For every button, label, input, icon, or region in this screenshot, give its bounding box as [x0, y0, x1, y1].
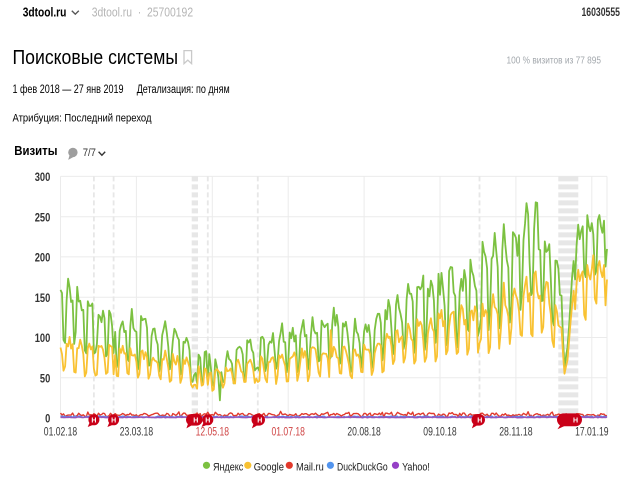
- svg-text:Н: Н: [573, 418, 578, 425]
- svg-text:250: 250: [35, 212, 51, 224]
- svg-text:Yahoo!: Yahoo!: [402, 461, 430, 473]
- svg-text:Google: Google: [254, 461, 284, 473]
- svg-text:Н: Н: [91, 418, 96, 425]
- svg-text:01.07.18: 01.07.18: [272, 424, 306, 438]
- svg-text:09.10.18: 09.10.18: [423, 424, 457, 438]
- svg-text:Яндекс: Яндекс: [213, 461, 244, 473]
- svg-text:3dtool.ru · 25700192: 3dtool.ru · 25700192: [92, 6, 193, 20]
- svg-text:23.03.18: 23.03.18: [120, 424, 154, 438]
- svg-text:200: 200: [35, 253, 51, 265]
- svg-text:0: 0: [45, 414, 50, 426]
- svg-text:3dtool.ru: 3dtool.ru: [23, 6, 67, 20]
- svg-text:100: 100: [35, 333, 51, 345]
- svg-text:01.02.18: 01.02.18: [44, 424, 78, 438]
- svg-text:50: 50: [40, 373, 50, 385]
- svg-text:Атрибуция: Последний переход: Атрибуция: Последний переход: [13, 112, 152, 124]
- svg-text:Поисковые системы: Поисковые системы: [13, 46, 179, 69]
- svg-text:Mail.ru: Mail.ru: [296, 461, 324, 473]
- svg-text:20.08.18: 20.08.18: [347, 424, 381, 438]
- svg-text:Н: Н: [111, 418, 116, 425]
- svg-text:28.11.18: 28.11.18: [499, 424, 533, 438]
- svg-text:300: 300: [35, 172, 51, 184]
- svg-text:Визиты: Визиты: [14, 143, 57, 158]
- svg-text:17.01.19: 17.01.19: [575, 424, 609, 438]
- svg-text:150: 150: [35, 293, 51, 305]
- svg-text:12.05.18: 12.05.18: [196, 424, 230, 438]
- svg-text:Детализация: по дням: Детализация: по дням: [137, 84, 230, 96]
- svg-text:7/7: 7/7: [83, 147, 96, 159]
- svg-text:1 фев 2018 — 27 янв 2019: 1 фев 2018 — 27 янв 2019: [13, 84, 124, 96]
- svg-text:Н: Н: [205, 418, 210, 425]
- svg-text:Н: Н: [193, 418, 198, 425]
- svg-text:DuckDuckGo: DuckDuckGo: [337, 461, 388, 473]
- svg-text:16030555: 16030555: [582, 7, 621, 19]
- svg-text:Н: Н: [257, 418, 262, 425]
- svg-text:100 % визитов из 77 895: 100 % визитов из 77 895: [507, 56, 602, 67]
- svg-text:Н: Н: [477, 418, 482, 425]
